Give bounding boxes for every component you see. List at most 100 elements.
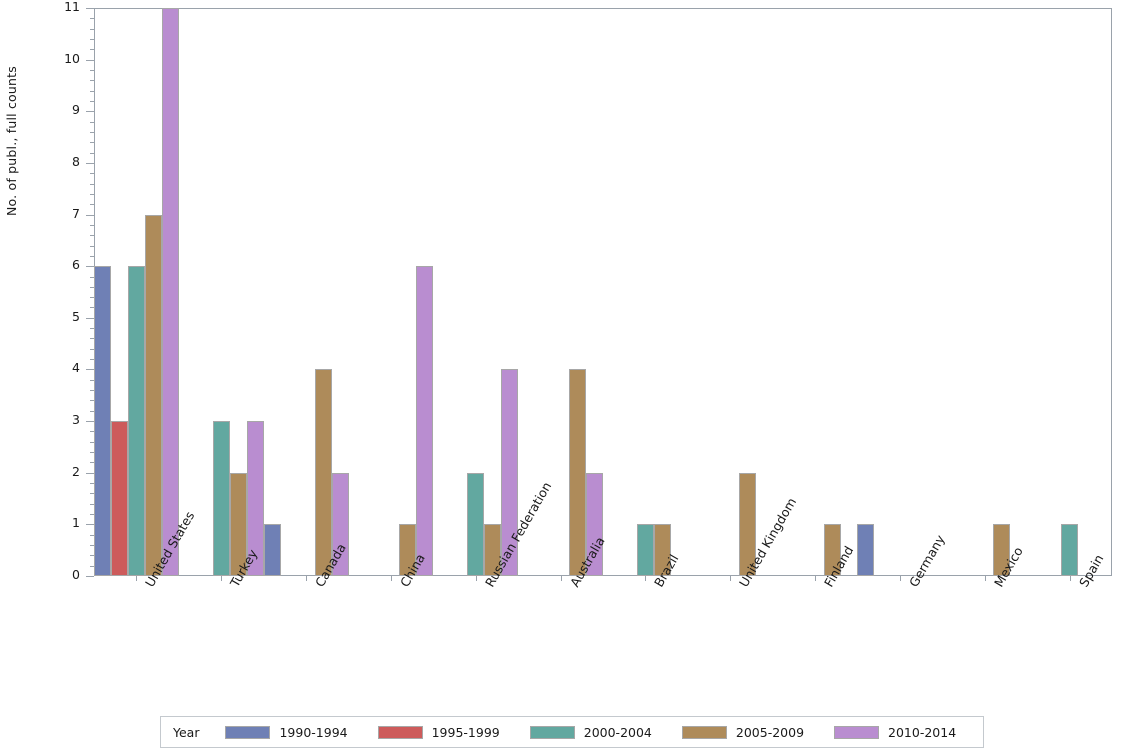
y-axis-minor-tick-mark bbox=[90, 410, 94, 412]
y-axis-minor-tick-mark bbox=[90, 49, 94, 51]
y-axis-minor-tick-mark bbox=[90, 100, 94, 102]
x-axis-label: Turkey bbox=[227, 547, 260, 590]
bar[interactable] bbox=[993, 524, 1011, 576]
legend-item[interactable]: 1995-1999 bbox=[377, 724, 500, 740]
bar[interactable] bbox=[314, 369, 332, 576]
legend-label: 1990-1994 bbox=[279, 724, 348, 740]
legend-label: 1995-1999 bbox=[431, 724, 500, 740]
y-axis-tick-label: 8 bbox=[72, 153, 80, 169]
y-axis-minor-tick-mark bbox=[90, 121, 94, 123]
bar[interactable] bbox=[569, 369, 587, 576]
y-axis-tick-label: 3 bbox=[72, 412, 80, 428]
legend-swatch bbox=[225, 725, 271, 739]
y-axis-tick-label: 9 bbox=[72, 102, 80, 118]
x-axis-tick-mark bbox=[645, 576, 647, 581]
x-axis-tick-mark bbox=[475, 576, 477, 581]
bar[interactable] bbox=[467, 472, 485, 576]
y-axis-minor-tick-mark bbox=[90, 545, 94, 547]
y-axis-minor-tick-mark bbox=[90, 152, 94, 154]
y-axis-minor-tick-mark bbox=[90, 555, 94, 557]
bar[interactable] bbox=[1061, 524, 1079, 576]
y-axis-tick-mark bbox=[86, 524, 94, 526]
y-axis-minor-tick-mark bbox=[90, 534, 94, 536]
x-axis-label: Spain bbox=[1076, 552, 1106, 590]
bar[interactable] bbox=[857, 524, 875, 576]
bar[interactable] bbox=[246, 421, 264, 576]
bar[interactable] bbox=[653, 524, 671, 576]
legend-swatch bbox=[529, 725, 575, 739]
bar[interactable] bbox=[399, 524, 417, 576]
bar[interactable] bbox=[636, 524, 654, 576]
bar[interactable] bbox=[331, 472, 349, 576]
y-axis-minor-tick-mark bbox=[90, 431, 94, 433]
x-axis-tick-mark bbox=[984, 576, 986, 581]
x-axis-label: Finland bbox=[821, 543, 856, 589]
y-axis-tick-mark bbox=[86, 214, 94, 216]
bar[interactable] bbox=[229, 472, 247, 576]
x-axis-label: Brazil bbox=[651, 552, 681, 590]
x-axis-tick-mark bbox=[136, 576, 138, 581]
bar[interactable] bbox=[416, 266, 434, 576]
y-axis-minor-tick-mark bbox=[90, 235, 94, 237]
y-axis-tick-mark bbox=[86, 317, 94, 319]
legend-item[interactable]: 1990-1994 bbox=[225, 724, 348, 740]
y-axis-minor-tick-mark bbox=[90, 390, 94, 392]
y-axis-tick-mark bbox=[86, 8, 94, 9]
y-axis-minor-tick-mark bbox=[90, 297, 94, 299]
y-axis-minor-tick-mark bbox=[90, 359, 94, 361]
y-axis-tick-mark bbox=[86, 369, 94, 371]
y-axis-minor-tick-mark bbox=[90, 173, 94, 175]
legend-label: 2000-2004 bbox=[583, 724, 652, 740]
y-axis-tick-label: 5 bbox=[72, 308, 80, 324]
x-axis-label: Germany bbox=[906, 532, 948, 589]
legend-swatch bbox=[834, 725, 880, 739]
bar[interactable] bbox=[586, 472, 604, 576]
y-axis-minor-tick-mark bbox=[90, 204, 94, 206]
y-axis-tick-mark bbox=[86, 421, 94, 423]
y-axis-minor-tick-mark bbox=[90, 38, 94, 40]
x-axis-label: Russian Federation bbox=[482, 479, 554, 589]
y-axis-minor-tick-mark bbox=[90, 565, 94, 567]
bar[interactable] bbox=[823, 524, 841, 576]
x-axis-tick-mark bbox=[899, 576, 901, 581]
y-axis-minor-tick-mark bbox=[90, 379, 94, 381]
bar[interactable] bbox=[484, 524, 502, 576]
y-axis-minor-tick-mark bbox=[90, 276, 94, 278]
bar[interactable] bbox=[161, 8, 179, 576]
y-axis-minor-tick-mark bbox=[90, 18, 94, 20]
y-axis-minor-tick-mark bbox=[90, 183, 94, 185]
y-axis-minor-tick-mark bbox=[90, 503, 94, 505]
legend-item[interactable]: 2010-2014 bbox=[834, 725, 956, 740]
bar[interactable] bbox=[263, 524, 281, 576]
y-axis-minor-tick-mark bbox=[90, 28, 94, 30]
x-axis-ticks bbox=[94, 576, 1112, 584]
bar[interactable] bbox=[144, 214, 162, 576]
legend-item[interactable]: 2000-2004 bbox=[529, 724, 652, 740]
y-axis-minor-tick-mark bbox=[90, 80, 94, 82]
x-axis-tick-mark bbox=[390, 576, 392, 581]
bar[interactable] bbox=[501, 369, 519, 576]
y-axis-minor-tick-mark bbox=[90, 193, 94, 195]
y-axis-tick-label: 0 bbox=[72, 567, 80, 582]
legend-label: 2010-2014 bbox=[888, 724, 957, 740]
bar[interactable] bbox=[93, 266, 111, 576]
x-axis-tick-mark bbox=[560, 576, 562, 581]
y-axis-minor-tick-mark bbox=[90, 348, 94, 350]
y-axis-tick-mark bbox=[86, 162, 94, 164]
x-axis-tick-mark bbox=[306, 576, 308, 581]
legend-label: 2005-2009 bbox=[735, 724, 805, 740]
y-axis-minor-tick-mark bbox=[90, 131, 94, 133]
bar[interactable] bbox=[110, 421, 128, 576]
bar[interactable] bbox=[212, 421, 230, 576]
y-axis-minor-tick-mark bbox=[90, 255, 94, 257]
y-axis-tick-mark bbox=[86, 111, 94, 113]
bar[interactable] bbox=[127, 266, 145, 576]
x-axis-label: Australia bbox=[567, 534, 608, 589]
legend-item[interactable]: 2005-2009 bbox=[681, 724, 805, 740]
x-axis-label: China bbox=[397, 551, 428, 589]
y-axis-minor-tick-mark bbox=[90, 69, 94, 71]
y-axis-tick-label: 10 bbox=[64, 50, 80, 66]
legend-items: 1990-1994 1995-1999 2000-2004 2005-2009 2010… bbox=[225, 725, 986, 740]
bar[interactable] bbox=[738, 472, 756, 576]
